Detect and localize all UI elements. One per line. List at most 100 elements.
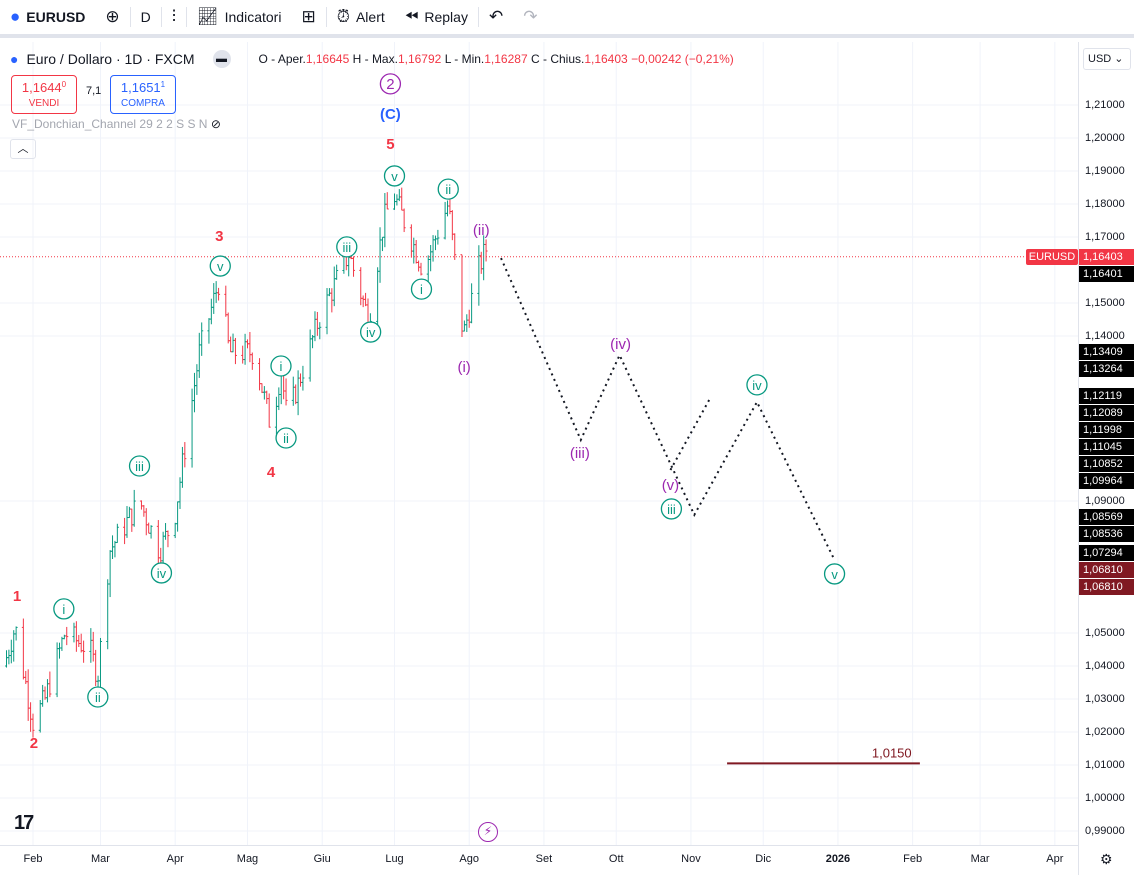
- price-tag: 1,08569: [1079, 509, 1134, 525]
- wave-label-text: i: [420, 282, 423, 297]
- symbol-title: Euro / Dollaro · 1D · FXCM: [26, 51, 195, 67]
- price-tag: 1,06810: [1079, 562, 1134, 579]
- price-tag: 1,13409: [1079, 344, 1134, 360]
- price-tick-label: 1,14000: [1085, 330, 1125, 342]
- divider: [325, 7, 327, 27]
- time-tick-label: Feb: [23, 853, 43, 865]
- price-tick-label: 1,04000: [1085, 660, 1125, 672]
- divider: [129, 7, 131, 27]
- divider: [186, 7, 188, 27]
- wave-label: iii: [128, 455, 151, 477]
- projection-path: [669, 397, 712, 471]
- price-tick-label: 1,03000: [1085, 693, 1125, 705]
- wave-circle: [383, 165, 406, 187]
- events-icon[interactable]: ⚡︎: [478, 822, 498, 842]
- price-tick-label: 1,19000: [1085, 165, 1125, 177]
- buy-button[interactable]: 1,16511 COMPRA: [110, 75, 176, 114]
- wave-circle: [209, 255, 231, 277]
- euro-flag-icon: ●: [10, 51, 19, 67]
- wave-circle: [275, 427, 297, 449]
- wave-label: v: [823, 563, 846, 585]
- time-tick-label: Set: [535, 853, 553, 865]
- price-tick-label: 1,21000: [1085, 99, 1125, 111]
- indicators-button[interactable]: 📈︎ Indicatori: [197, 7, 282, 26]
- time-tick-label: Mar: [90, 853, 110, 865]
- wave-label-text: iii: [342, 240, 351, 255]
- price-tick-label: 1,01000: [1085, 759, 1125, 771]
- wave-circle: [437, 178, 459, 200]
- candles-icon: ⫶: [171, 7, 177, 26]
- symbol-search-button[interactable]: ● EURUSD: [10, 7, 86, 26]
- wave-label-text: (iii): [570, 445, 590, 462]
- collapse-legend-button[interactable]: ▬: [212, 50, 231, 68]
- time-tick-label: Ott: [608, 853, 624, 865]
- rewind-icon: ⏪︎: [404, 7, 419, 26]
- currency-select[interactable]: USD ⌄: [1083, 48, 1131, 70]
- wave-label-text: (v): [662, 477, 680, 494]
- price-axis[interactable]: USD ⌄ 1,21000 1,20000 1,19000 1,18000 1,1700…: [1026, 42, 1134, 875]
- wave-label: (ii): [473, 222, 490, 239]
- replay-button[interactable]: ⏪︎ Replay: [404, 7, 468, 26]
- wave-label: 2: [379, 73, 402, 95]
- price-tick-label: 1,00000: [1085, 792, 1125, 804]
- undo-button[interactable]: ↶: [479, 0, 513, 34]
- price-tick-label: 1,02000: [1085, 726, 1125, 738]
- chart-legend: ● Euro / Dollaro · 1D · FXCM ▬ O - Aper.…: [10, 50, 734, 68]
- settings-gear-icon[interactable]: ⚙︎: [1100, 851, 1113, 867]
- price-tag: 1,11045: [1079, 439, 1134, 456]
- tradingview-logo: 17: [14, 812, 34, 834]
- redo-icon: ↷: [523, 7, 538, 26]
- wave-label-text: 2: [30, 735, 38, 752]
- wave-label: ii: [275, 427, 297, 449]
- price-tick-label: 1,18000: [1085, 198, 1125, 210]
- collapse-indicators-button[interactable]: ︿: [10, 139, 36, 159]
- price-tag: 1,12089: [1079, 405, 1134, 422]
- wave-label-text: iii: [135, 459, 144, 474]
- wave-label-text: ii: [445, 182, 451, 197]
- wave-label: 2: [30, 735, 38, 752]
- price-tag: 1,11998: [1079, 422, 1134, 439]
- alert-button[interactable]: ⏰︎ Alert: [336, 7, 385, 26]
- time-tick-label: Apr: [1046, 853, 1064, 865]
- euro-flag-icon: ●: [10, 7, 21, 26]
- time-tick-label: 2026: [825, 853, 851, 865]
- wave-label-text: 1: [13, 588, 21, 605]
- chevron-down-icon: ⌄: [1114, 53, 1124, 65]
- time-axis[interactable]: ⚙︎ Feb Mar Apr Mag Giu Lug Ago Set Ott Nov Dic 2026…: [0, 845, 1113, 875]
- projection-path: [500, 257, 836, 561]
- wave-circle: [270, 355, 292, 377]
- price-tag: 1,07294: [1079, 545, 1134, 562]
- wave-label: i: [270, 355, 292, 377]
- indicator-legend[interactable]: VF_Donchian_Channel 29 2 2 S S N ⊘: [12, 117, 221, 131]
- price-tag: 1,08536: [1079, 526, 1134, 542]
- wave-label: (iv): [610, 336, 631, 353]
- price-tag: 1,12119: [1079, 388, 1134, 405]
- layouts-button[interactable]: ⊞: [291, 0, 325, 34]
- chart-type-button[interactable]: ⫶: [162, 0, 186, 34]
- time-tick-label: Dic: [755, 853, 772, 865]
- wave-label-text: (i): [457, 359, 470, 376]
- redo-button[interactable]: ↷: [513, 0, 547, 34]
- price-tick-label: 1,17000: [1085, 231, 1125, 243]
- alarm-clock-icon: ⏰︎: [336, 7, 350, 26]
- wave-circle: [746, 374, 768, 396]
- sell-button[interactable]: 1,16440 VENDI: [11, 75, 77, 114]
- price-tick-label: 1,15000: [1085, 297, 1125, 309]
- wave-label: (v): [662, 477, 680, 494]
- compare-button[interactable]: ⊕: [95, 0, 129, 34]
- interval-button[interactable]: D: [140, 9, 151, 25]
- wave-circle: [150, 562, 173, 584]
- price-tag: 1,10852: [1079, 456, 1134, 473]
- wave-label: 3: [215, 228, 223, 245]
- price-tag: 1,16401: [1079, 265, 1134, 282]
- wave-label: 1: [13, 588, 21, 605]
- eye-hidden-icon[interactable]: ⊘: [210, 117, 221, 131]
- price-chart[interactable]: 1,015012345(C)2iiiiiiivviiiiiiivviii(ii)…: [0, 42, 1078, 845]
- wave-label-text: 3: [215, 228, 223, 245]
- time-tick-label: Nov: [681, 853, 701, 865]
- wave-label: ii: [87, 686, 109, 708]
- wave-label-text: 5: [386, 136, 394, 153]
- wave-circle: [53, 598, 75, 620]
- grid-icon: ⊞: [301, 7, 316, 26]
- divider: [160, 7, 162, 27]
